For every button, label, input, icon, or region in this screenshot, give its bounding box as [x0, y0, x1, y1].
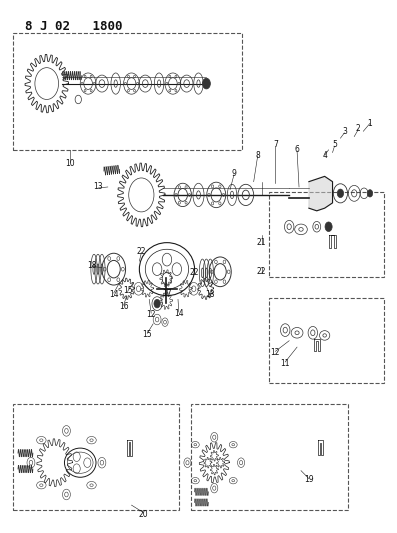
Text: 3: 3	[342, 127, 347, 136]
Text: 13: 13	[93, 182, 103, 191]
Bar	[270, 192, 384, 277]
Circle shape	[337, 189, 343, 198]
Circle shape	[367, 190, 373, 197]
Text: 5: 5	[332, 140, 337, 149]
Text: 8: 8	[255, 151, 260, 160]
Polygon shape	[309, 176, 333, 211]
Text: 7: 7	[273, 140, 278, 149]
Circle shape	[202, 78, 210, 89]
Text: 15: 15	[123, 286, 132, 295]
Text: 1: 1	[368, 119, 372, 128]
Text: 2: 2	[356, 124, 360, 133]
Text: 22: 22	[257, 268, 266, 276]
Text: 4: 4	[322, 151, 327, 160]
Text: 20: 20	[139, 510, 148, 519]
Bar	[13, 33, 242, 150]
Circle shape	[154, 300, 160, 308]
Text: 14: 14	[109, 289, 119, 298]
Text: 9: 9	[231, 169, 237, 178]
Text: 10: 10	[66, 159, 75, 168]
Text: 22: 22	[190, 268, 199, 277]
Text: 17: 17	[162, 288, 172, 297]
Text: 8 J 02   1800: 8 J 02 1800	[25, 20, 123, 33]
Text: 12: 12	[146, 310, 156, 319]
Text: 19: 19	[304, 475, 314, 484]
Text: 6: 6	[295, 146, 299, 155]
Text: 14: 14	[174, 309, 183, 318]
Text: 21: 21	[257, 238, 266, 247]
Circle shape	[325, 222, 332, 231]
Text: 12: 12	[271, 348, 280, 357]
Text: 18: 18	[206, 289, 215, 298]
Text: 22: 22	[137, 247, 146, 256]
Bar	[270, 298, 384, 383]
Bar	[191, 405, 348, 511]
Text: 18: 18	[87, 261, 97, 270]
Text: 16: 16	[119, 302, 128, 311]
Text: 15: 15	[143, 330, 152, 339]
Text: 11: 11	[280, 359, 290, 368]
Bar	[13, 405, 179, 511]
